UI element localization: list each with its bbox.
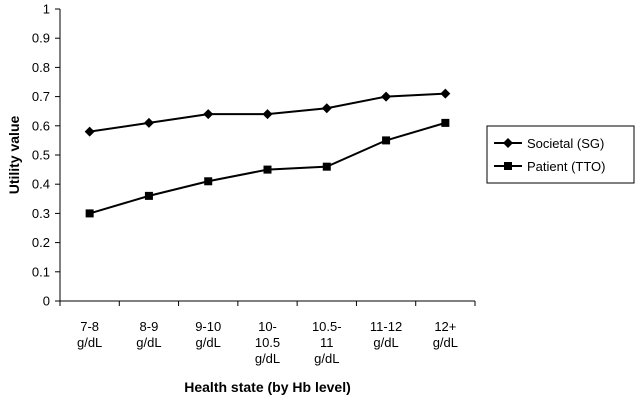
y-tick-label: 0	[43, 294, 50, 309]
x-axis-ticks: 7-8 g/dL 8-9 g/dL 9-10 g/dL 10-10.5 g/dL 10.5-11…	[59, 301, 476, 366]
y-axis-ticks: 0 0.1 0.2 0.3 0.4 0.5 0.6 0.7 0.8 0.9 1	[32, 2, 60, 309]
y-tick-label: 0.8	[32, 60, 50, 75]
data-point-square	[441, 118, 450, 127]
y-tick-label: 0.1	[32, 264, 50, 279]
data-point-square	[85, 209, 94, 218]
data-point-square	[322, 162, 331, 171]
y-tick-label: 0.7	[32, 89, 50, 104]
data-point-diamond	[381, 91, 392, 102]
data-point-diamond	[203, 109, 214, 120]
data-point-diamond	[143, 117, 154, 128]
data-point-square	[504, 162, 512, 170]
x-axis-title: Health state (by Hb level)	[184, 379, 351, 395]
series-societal-sg	[84, 88, 451, 137]
series-layer	[84, 88, 451, 218]
legend-label: Patient (TTO)	[527, 159, 606, 174]
legend: Societal (SG) Patient (TTO)	[486, 125, 635, 184]
y-tick-label: 0.6	[32, 118, 50, 133]
data-point-diamond	[262, 109, 273, 120]
x-tick-label: 10-10.5 g/dL	[255, 319, 280, 366]
y-tick-label: 0.4	[32, 177, 50, 192]
y-axis-title: Utility value	[6, 116, 22, 195]
data-point-diamond	[321, 103, 332, 114]
x-tick-label: 9-10 g/dL	[195, 319, 221, 350]
data-point-square	[382, 136, 391, 145]
data-point-diamond	[440, 88, 451, 99]
data-point-square	[263, 165, 272, 174]
x-tick-label: 7-8 g/dL	[77, 319, 102, 350]
y-tick-label: 0.2	[32, 235, 50, 250]
y-tick-label: 0.9	[32, 31, 50, 46]
data-point-square	[144, 191, 153, 200]
y-tick-label: 1	[43, 2, 50, 17]
series-patient-tto	[85, 118, 450, 218]
y-tick-label: 0.5	[32, 148, 50, 163]
x-tick-label: 11-12 g/dL	[370, 319, 402, 350]
x-tick-label: 10.5-11 g/dL	[312, 319, 342, 366]
legend-label: Societal (SG)	[527, 136, 604, 151]
data-point-diamond	[84, 126, 95, 137]
x-tick-label: 12+ g/dL	[433, 319, 458, 350]
y-tick-label: 0.3	[32, 206, 50, 221]
legend-box	[486, 125, 635, 184]
data-point-square	[204, 177, 213, 186]
x-tick-label: 8-9 g/dL	[136, 319, 161, 350]
data-point-diamond	[503, 138, 513, 148]
